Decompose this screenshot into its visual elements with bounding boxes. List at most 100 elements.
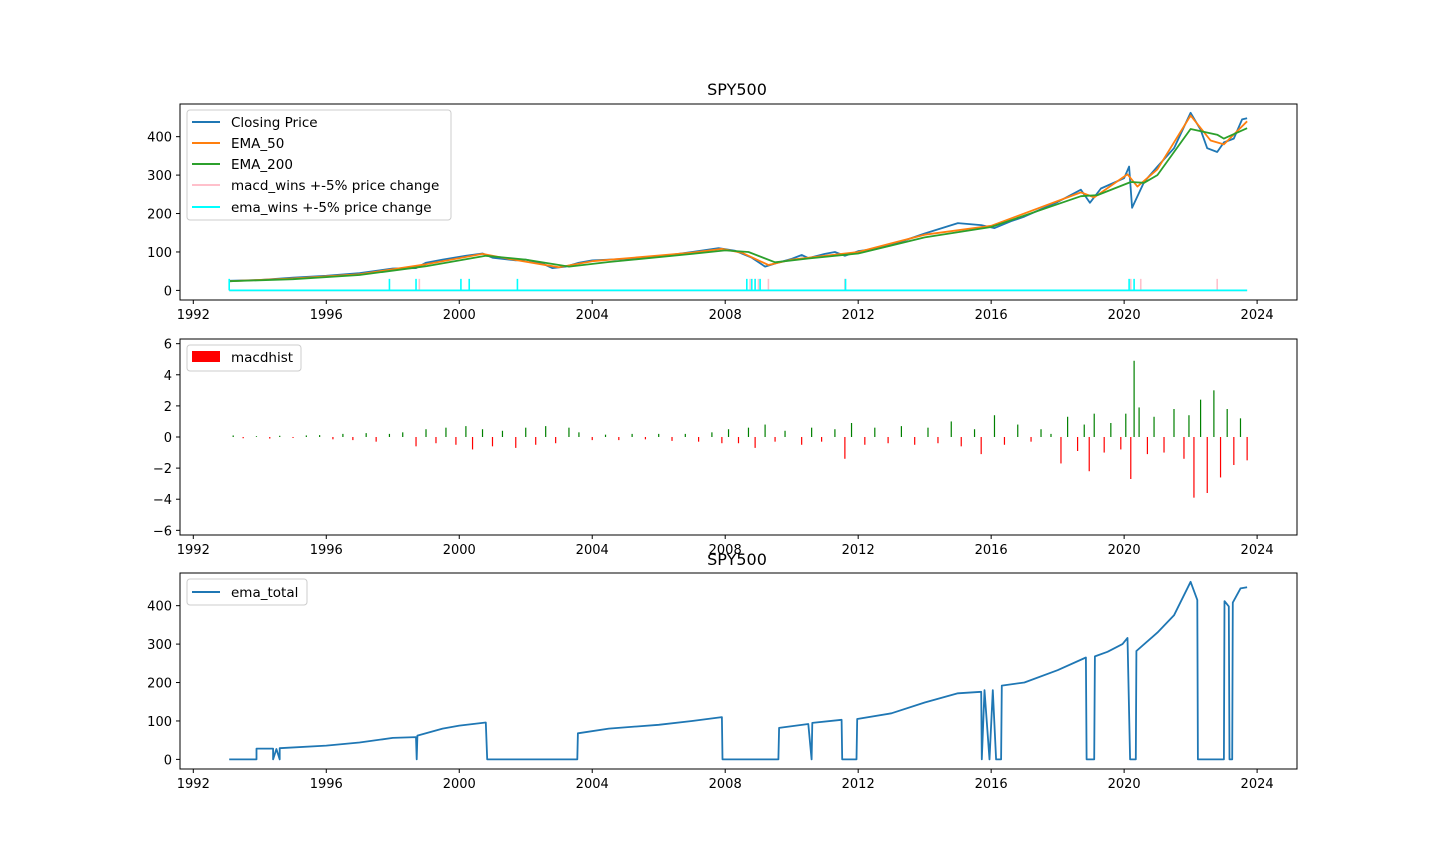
x-tick-label: 2024 [1241, 543, 1274, 558]
macdhist-bar [525, 427, 527, 437]
macdhist-bar [900, 426, 902, 437]
legend-ema-total: ema_total [231, 585, 298, 601]
macdhist-bar [980, 437, 982, 455]
macdhist-bar [269, 437, 271, 439]
series-macd-wins-5-price-change [229, 278, 1248, 292]
legend-macdhist: macdhist [231, 350, 293, 366]
x-tick-label: 2020 [1108, 543, 1141, 558]
macdhist-bar [1219, 437, 1222, 478]
series-line-ema-200 [229, 127, 1248, 283]
macdhist-bar [1239, 418, 1242, 437]
macdhist-bar [1050, 433, 1052, 437]
macdhist-bar [1246, 437, 1248, 461]
macdhist-bar [578, 432, 580, 437]
y-tick-label: 400 [147, 600, 172, 615]
x-tick-label: 2000 [443, 543, 476, 558]
y-tick-label: 2 [164, 400, 172, 415]
macdhist-bar [850, 423, 853, 437]
macdhist-bar [425, 429, 427, 437]
series-line-ema-total [229, 580, 1248, 761]
macdhist-bar [1125, 413, 1127, 437]
macdhist-bar [1153, 416, 1155, 437]
macdhist-bar [1138, 407, 1140, 437]
x-tick-label: 2024 [1241, 777, 1274, 792]
macdhist-bar [535, 437, 537, 445]
x-tick-label: 2020 [1108, 308, 1141, 323]
y-tick-label: −4 [153, 493, 172, 508]
y-tick-label: 400 [147, 131, 172, 146]
macdhist-bar [811, 427, 813, 437]
macdhist-bar [737, 437, 740, 444]
macdhist-bar [821, 437, 823, 442]
macdhist-bar [774, 437, 776, 442]
macdhist-bar [415, 437, 417, 447]
macdhist-bar [402, 432, 404, 437]
x-tick-label: 1996 [310, 308, 343, 323]
series-ema-wins-5-price-change [228, 278, 1248, 292]
macdhist-bar [465, 426, 467, 437]
macdhist-bar [255, 436, 258, 437]
macdhist-bar [515, 437, 517, 448]
y-tick-label: 4 [164, 369, 172, 384]
legend-swatch-macdhist [192, 351, 220, 362]
macdhist-bar [631, 433, 633, 437]
x-tick-label: 2012 [842, 777, 875, 792]
y-tick-label: −6 [153, 524, 172, 539]
y-tick-label: 0 [164, 431, 172, 446]
y-tick-label: 0 [164, 753, 172, 768]
macdhist-bar [319, 435, 321, 437]
macdhist-bar [671, 437, 673, 441]
panel2-axes: 1992 1996 2000 2004 2008 2012 2016 2020 2024 −6 −4… [153, 338, 1274, 558]
macdhist-bar [1188, 415, 1190, 437]
macdhist-bar [555, 437, 557, 444]
macdhist-bar [747, 427, 750, 437]
macdhist-bar [644, 437, 647, 440]
macdhist-bar [1146, 437, 1149, 455]
panel3-axes: 1992 1996 2000 2004 2008 2012 2016 2020 2024 0 100… [147, 600, 1273, 792]
macdhist-bar [1206, 437, 1208, 493]
macdhist-bar [1213, 390, 1215, 437]
y-tick-label: 100 [147, 246, 172, 261]
macdhist-bar [618, 437, 620, 441]
macdhist-bar [658, 433, 660, 437]
macdhist-bar [754, 437, 756, 448]
macdhist-bar [914, 437, 916, 445]
macdhist-bar [993, 415, 996, 437]
macdhist-bar [937, 437, 939, 444]
macdhist-bar [1193, 437, 1195, 498]
macdhist-bar [445, 427, 447, 437]
x-tick-label: 2008 [709, 777, 742, 792]
macdhist-bar [1233, 437, 1235, 465]
macdhist-bar [1076, 437, 1079, 451]
macdhist-bar [591, 437, 593, 441]
panel3-series [229, 580, 1248, 761]
macdhist-bar [1067, 416, 1069, 437]
macdhist-bar [1103, 437, 1105, 453]
macdhist-bar [927, 427, 929, 437]
macdhist-bar [1017, 424, 1019, 437]
macdhist-bar [887, 437, 889, 444]
macdhist-bar [375, 437, 377, 442]
x-tick-label: 2000 [443, 777, 476, 792]
y-tick-label: 100 [147, 715, 172, 730]
x-tick-label: 2016 [975, 543, 1008, 558]
y-tick-label: 6 [164, 338, 172, 353]
x-tick-label: 1992 [177, 777, 210, 792]
ema-total-panel: 1992 1996 2000 2004 2008 2012 2016 2020 2024 0 100… [147, 550, 1298, 792]
x-tick-label: 2004 [576, 543, 609, 558]
y-tick-label: −2 [153, 462, 172, 477]
macdhist-bar [342, 433, 344, 437]
macdhist-bar [1093, 413, 1095, 437]
x-tick-label: 1992 [177, 308, 210, 323]
legend-ema-200: EMA_200 [231, 157, 293, 173]
macdhist-bar [545, 426, 547, 437]
macdhist-bar [1130, 437, 1132, 479]
legend-macd-wins: macd_wins +-5% price change [231, 178, 439, 194]
macdhist-bar [784, 430, 786, 437]
panel1-title: SPY500 [707, 80, 767, 99]
macdhist-bar [491, 437, 494, 447]
panel1-axes-frame [179, 103, 1298, 301]
macdhist-bar [501, 430, 504, 437]
y-tick-label: 0 [164, 284, 172, 299]
